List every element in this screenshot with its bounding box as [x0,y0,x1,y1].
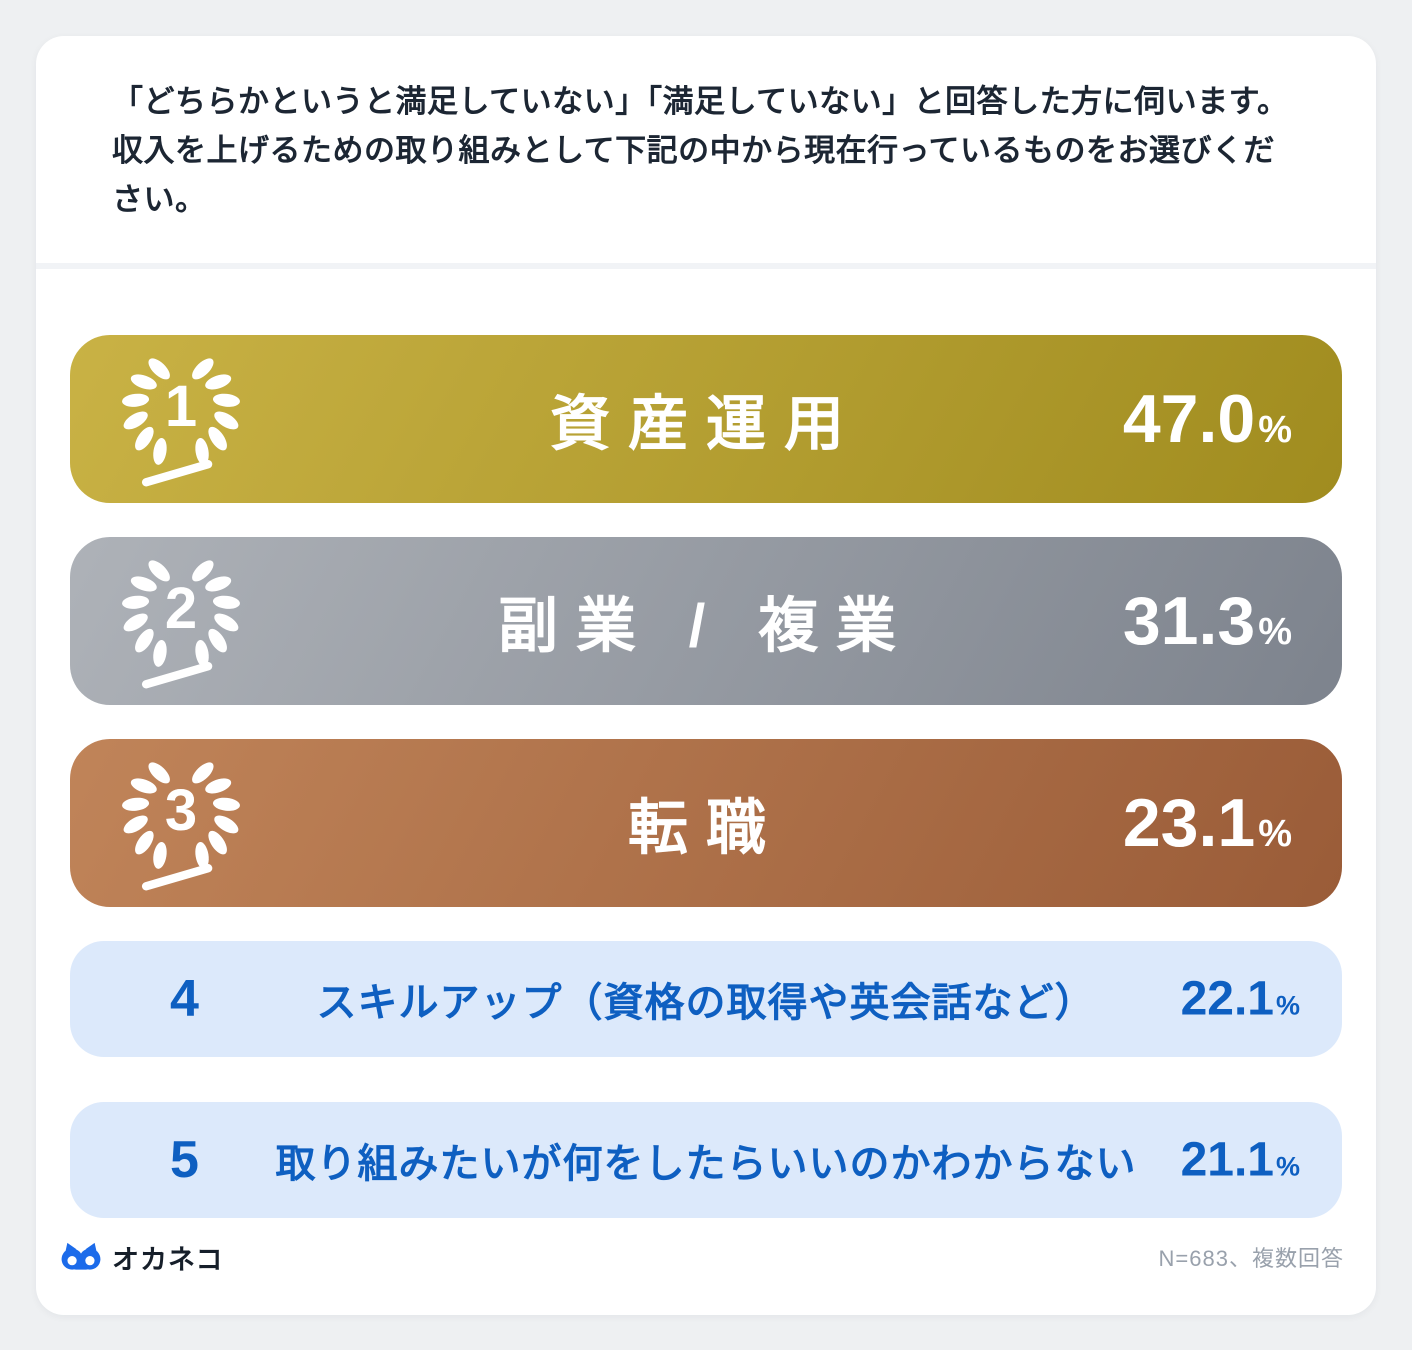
percent-unit: % [1258,408,1292,451]
percent-value: 23.1 [1122,784,1256,861]
brand-logo: オカネコ [60,1238,223,1277]
question-section: 「どちらかというと満足していない」「満足していない」と回答した方に伺います。収入… [36,36,1376,263]
bar-label: スキルアップ（資格の取得や英会話など） [316,980,1096,1025]
percent-value: 47.0 [1122,380,1256,457]
footer: オカネコ N=683、複数回答 [36,1213,1376,1315]
survey-note: N=683、複数回答 [1158,1246,1344,1271]
bar-percent: 47.0% [1123,380,1292,458]
ranking-bar-2: 2 副業 / 複業 31.3% [70,536,1342,705]
laurel-wreath-silver-icon: 2 [116,550,246,692]
bar-label: 副業 / 複業 [497,592,914,660]
bar-percent: 21.1% [1181,1132,1300,1187]
bar-percent: 23.1% [1123,784,1292,862]
percent-value: 22.1 [1180,972,1274,1026]
rank-number: 2 [164,576,198,642]
laurel-wreath-gold-icon: 1 [116,348,246,490]
bar-label: 資産運用 [550,390,862,458]
bar-percent: 31.3% [1123,582,1292,660]
laurel-wreath-bronze-icon: 3 [116,752,246,894]
percent-value: 31.3 [1122,582,1256,659]
bar-percent: 22.1% [1181,971,1300,1026]
section-divider [36,262,1376,269]
rank-number: 4 [170,969,199,1028]
infographic-card: 「どちらかというと満足していない」「満足していない」と回答した方に伺います。収入… [36,36,1376,1315]
ranking-bar-3: 3 転職 23.1% [70,738,1342,907]
percent-unit: % [1258,610,1292,653]
percent-unit: % [1258,812,1292,855]
question-text: 「どちらかというと満足していない」「満足していない」と回答した方に伺います。収入… [112,84,1289,217]
ranking-chart: 1 資産運用 47.0% 2 副業 / 複業 31.3% 3 転職 23.1% … [36,269,1376,1218]
percent-value: 21.1 [1180,1133,1274,1187]
percent-unit: % [1275,1151,1300,1182]
rank-number: 3 [164,778,198,844]
okaneko-cat-icon [61,1242,101,1270]
rank-number: 5 [170,1130,199,1189]
ranking-bar-1: 1 資産運用 47.0% [70,334,1342,503]
bar-label: 転職 [628,794,784,862]
rank-number: 1 [164,374,198,440]
ranking-bar-5: 5 取り組みたいが何をしたらいいのかわからない 21.1% [70,1101,1342,1218]
ranking-bar-4: 4 スキルアップ（資格の取得や英会話など） 22.1% [70,940,1342,1057]
brand-name: オカネコ [112,1244,224,1275]
percent-unit: % [1275,990,1300,1021]
bar-label: 取り組みたいが何をしたらいいのかわからない [275,1141,1137,1186]
